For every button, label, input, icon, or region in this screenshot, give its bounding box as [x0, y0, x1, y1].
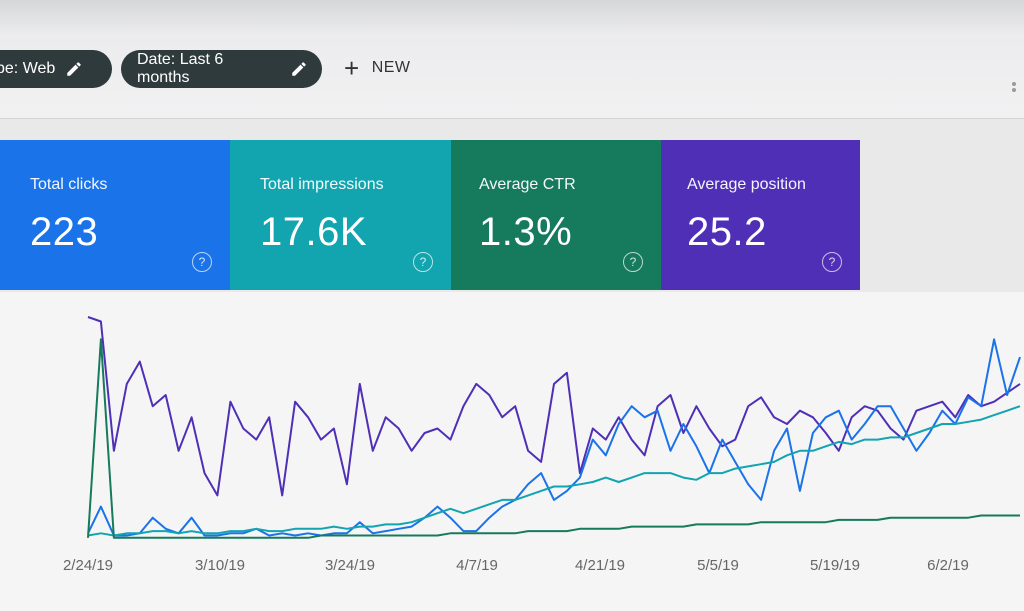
metric-label: Total clicks	[30, 176, 108, 193]
help-icon[interactable]: ?	[623, 252, 643, 272]
metric-label: Average CTR	[479, 176, 576, 193]
date-filter-label: Date: Last 6 months	[137, 51, 224, 86]
performance-chart-area: 2/24/19 3/10/19 3/24/19 4/7/19 4/21/19 5/5/19…	[0, 292, 1024, 611]
x-axis-tick-label: 6/2/19	[927, 557, 969, 574]
metric-card-average-position[interactable]: Average position 25.2 ?	[661, 140, 860, 290]
more-menu-icon[interactable]	[1012, 80, 1024, 96]
new-filter-label: NEW	[371, 59, 411, 76]
x-axis-tick-label: 2/24/19	[63, 557, 113, 574]
metric-card-average-ctr[interactable]: Average CTR 1.3% ?	[451, 140, 661, 290]
performance-line-chart: 2/24/19 3/10/19 3/24/19 4/7/19 4/21/19 5/5/19…	[63, 316, 1021, 574]
metric-value: 223	[30, 210, 99, 254]
edit-pencil-icon[interactable]	[65, 60, 83, 78]
chart-series-line-0	[87, 316, 1021, 497]
metric-card-total-impressions[interactable]: Total impressions 17.6K ?	[230, 140, 451, 290]
help-icon[interactable]: ?	[822, 252, 842, 272]
x-axis-tick-label: 5/19/19	[810, 557, 860, 574]
metric-cards: Total clicks 223 ? Total impressions 17.…	[0, 140, 1024, 292]
x-axis-tick-label: 3/24/19	[325, 557, 375, 574]
x-axis-tick-label: 5/5/19	[697, 557, 739, 574]
help-icon[interactable]: ?	[192, 252, 212, 272]
metric-value: 17.6K	[260, 210, 368, 254]
type-filter-chip[interactable]: ype: Web	[0, 50, 112, 88]
x-axis-tick-label: 4/7/19	[456, 557, 498, 574]
metric-value: 1.3%	[479, 210, 573, 254]
chart-series-line-1	[87, 338, 1021, 537]
chart-series-line-2	[87, 405, 1021, 537]
metric-card-total-clicks[interactable]: Total clicks 223 ?	[0, 140, 230, 290]
chart-series-line-3	[87, 338, 1020, 539]
date-filter-chip[interactable]: Date: Last 6 months	[121, 50, 322, 88]
filter-bar: ype: Web Date: Last 6 months + NEW	[0, 0, 1024, 119]
x-axis-tick-label: 3/10/19	[195, 557, 245, 574]
metric-label: Total impressions	[260, 176, 384, 193]
new-filter-button[interactable]: + NEW	[344, 53, 411, 83]
x-axis-tick-label: 4/21/19	[575, 557, 625, 574]
edit-pencil-icon[interactable]	[290, 60, 308, 78]
plus-icon: +	[344, 53, 360, 83]
metric-value: 25.2	[687, 210, 767, 254]
type-filter-label: ype: Web	[0, 60, 56, 77]
metric-label: Average position	[687, 176, 806, 193]
help-icon[interactable]: ?	[413, 252, 433, 272]
